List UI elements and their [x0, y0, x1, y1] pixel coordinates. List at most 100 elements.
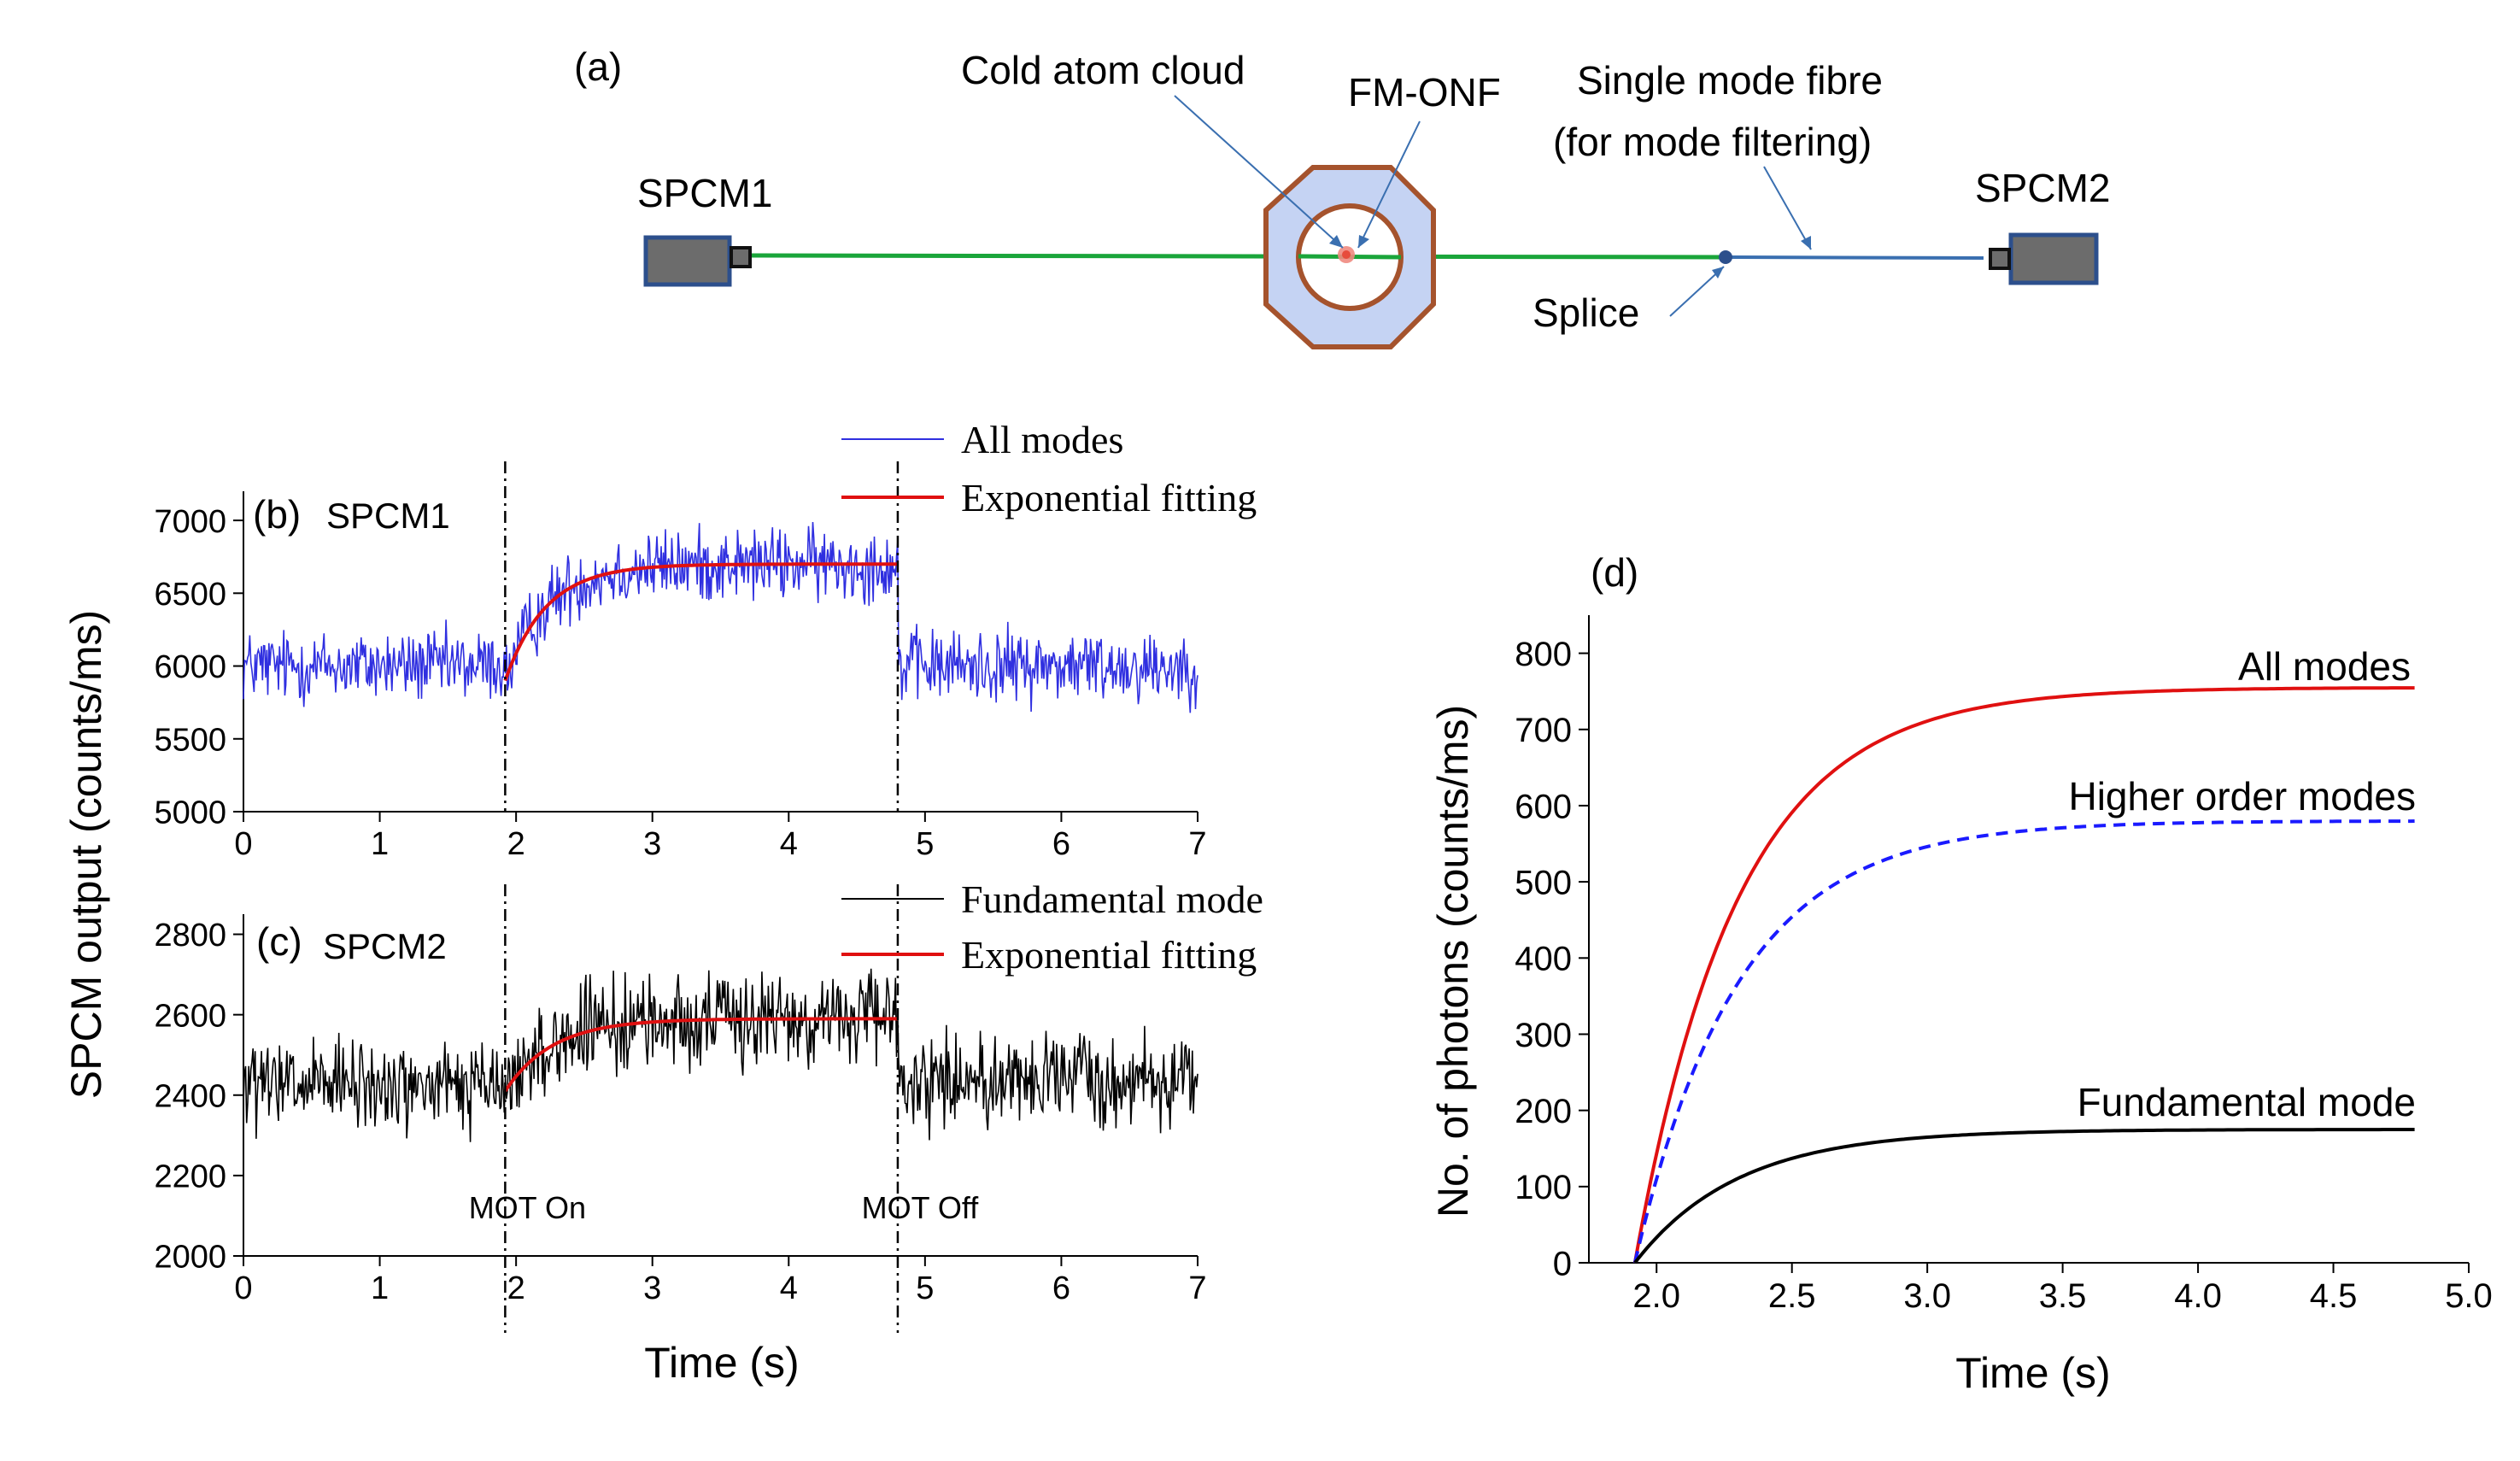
series-fundamental-mode: [1633, 1128, 2415, 1264]
y-tick-label: 2800: [154, 918, 226, 953]
splice-point: [1719, 250, 1732, 264]
x-tick-label: 3.0: [1903, 1277, 1951, 1315]
single-mode-fibre-arrowhead: [1801, 236, 1811, 249]
y-tick-label: 6000: [154, 649, 226, 685]
x-tick-label: 1: [371, 1270, 389, 1306]
chart-c-legend-fit: Exponential fitting: [961, 933, 1257, 977]
chart-c-legend-fundamental: Fundamental mode: [961, 877, 1263, 921]
x-tick-label: 6: [1052, 1270, 1070, 1306]
series-all-modes: [243, 521, 1198, 713]
x-tick-label: 5.0: [2445, 1277, 2493, 1315]
splice-label: Splice: [1533, 290, 1639, 335]
single-mode-fibre-label-1: Single mode fibre: [1577, 58, 1883, 103]
marker-label-mot-off: MOT Off: [862, 1190, 980, 1225]
panel-label-c: (c): [256, 919, 302, 964]
chart-d-series: [1632, 686, 2415, 1264]
spcm2-detector: [2008, 232, 2099, 285]
series-higher-order-modes: [1632, 819, 2415, 1264]
chart-d-ticks: 2.0 2.5 3.0 3.5 4.0 4.5 5.0 0 100 200 300 400 500 600…: [1515, 636, 2493, 1315]
y-tick-label: 600: [1515, 788, 1572, 825]
panel-label-d: (d): [1591, 550, 1638, 595]
panel-label-a: (a): [574, 44, 622, 89]
x-tick-label: 4.0: [2174, 1277, 2222, 1315]
chart-d: 2.0 2.5 3.0 3.5 4.0 4.5 5.0 0 100 200 300 400 500 600…: [1429, 550, 2493, 1397]
y-tick-label: 2200: [154, 1159, 226, 1195]
cold-atom-cloud-label: Cold atom cloud: [961, 48, 1245, 92]
x-tick-label: 5: [916, 1270, 934, 1306]
cold-atom-arrow: [1174, 95, 1344, 249]
x-tick-label: 4: [780, 826, 798, 862]
chart-c-markers: MOT On MOT Off: [469, 884, 980, 1333]
chart-d-label-all-modes: All modes: [2238, 644, 2411, 689]
x-tick-label: 0: [234, 826, 252, 862]
chart-b-ticks: 0 1 2 3 4 5 6 7 5000 5500 6000 6500 7000: [154, 504, 1206, 862]
cold-atom-core: [1342, 250, 1351, 259]
x-tick-label: 3.5: [2039, 1277, 2087, 1315]
x-tick-label: 2.5: [1768, 1277, 1816, 1315]
y-tick-label: 2600: [154, 998, 226, 1034]
y-tick-label: 400: [1515, 941, 1572, 978]
y-tick-label: 200: [1515, 1093, 1572, 1130]
multimode-fibre: [751, 253, 1725, 260]
chart-b-detector-label: SPCM1: [326, 496, 450, 536]
x-tick-label: 0: [234, 1270, 252, 1306]
x-tick-label: 6: [1052, 826, 1070, 862]
x-tick-label: 2: [507, 826, 525, 862]
chart-d-label-higher-order: Higher order modes: [2068, 774, 2416, 819]
y-tick-label: 2400: [154, 1078, 226, 1114]
y-tick-label: 0: [1553, 1245, 1572, 1282]
chart-d-y-label: No. of photons (counts/ms): [1429, 705, 1477, 1218]
spcm2-label: SPCM2: [1975, 166, 2110, 210]
chart-bc-x-label: Time (s): [644, 1339, 799, 1387]
fm-onf-arrowhead: [1358, 235, 1369, 248]
chart-b-series: [243, 521, 1198, 713]
splice-arrowhead: [1712, 267, 1724, 279]
spcm1-port: [730, 246, 752, 268]
spcm1-label: SPCM1: [637, 171, 772, 215]
x-tick-label: 5: [916, 826, 934, 862]
single-mode-fibre: [1723, 255, 1984, 260]
chart-b-legend-fit: Exponential fitting: [961, 476, 1257, 519]
series-exponential-fitting: [503, 562, 898, 682]
panel-label-b: (b): [253, 492, 301, 537]
y-tick-label: 7000: [154, 504, 226, 540]
fm-onf-arrow: [1357, 120, 1421, 249]
x-tick-label: 2.0: [1632, 1277, 1680, 1315]
splice-arrow: [1669, 266, 1725, 317]
x-tick-label: 3: [643, 1270, 661, 1306]
y-tick-label: 700: [1515, 712, 1572, 749]
y-tick-label: 100: [1515, 1169, 1572, 1206]
y-tick-label: 5500: [154, 722, 226, 758]
chart-b-legend-all-modes: All modes: [961, 418, 1123, 461]
chart-d-x-label: Time (s): [1955, 1349, 2110, 1397]
single-mode-fibre-arrow: [1763, 166, 1812, 250]
x-tick-label: 4: [780, 1270, 798, 1306]
y-tick-label: 2000: [154, 1240, 226, 1276]
single-mode-fibre-label-2: (for mode filtering): [1553, 120, 1872, 164]
x-tick-label: 7: [1188, 1270, 1206, 1306]
x-tick-label: 4.5: [2310, 1277, 2358, 1315]
series-exponential-fitting: [503, 1017, 898, 1093]
y-tick-label: 500: [1515, 865, 1572, 902]
chart-b-markers: [504, 461, 900, 812]
x-tick-label: 3: [643, 826, 661, 862]
cold-atom-arrowhead: [1329, 235, 1343, 248]
setup-diagram: (a) SPCM1 SPCM2 Cold atom cloud FM-ONF S…: [574, 44, 2110, 349]
chart-bc-y-label: SPCM output (counts/ms): [62, 610, 110, 1099]
fm-onf-label: FM-ONF: [1348, 70, 1501, 114]
chart-c-series: [243, 968, 1198, 1142]
spcm1-detector: [643, 235, 732, 287]
spcm2-port: [1989, 248, 2011, 270]
series-all-modes: [1632, 686, 2415, 1264]
y-tick-label: 5000: [154, 795, 226, 831]
x-tick-label: 1: [371, 826, 389, 862]
x-tick-label: 7: [1188, 826, 1206, 862]
chart-b: 0 1 2 3 4 5 6 7 5000 5500 6000 6500 7000 (b) SPCM1 A…: [154, 418, 1257, 862]
y-tick-label: 6500: [154, 577, 226, 613]
chart-d-label-fundamental: Fundamental mode: [2078, 1080, 2416, 1124]
y-tick-label: 800: [1515, 636, 1572, 673]
series-fundamental-mode: [243, 968, 1198, 1142]
marker-label-mot-on: MOT On: [469, 1190, 586, 1225]
